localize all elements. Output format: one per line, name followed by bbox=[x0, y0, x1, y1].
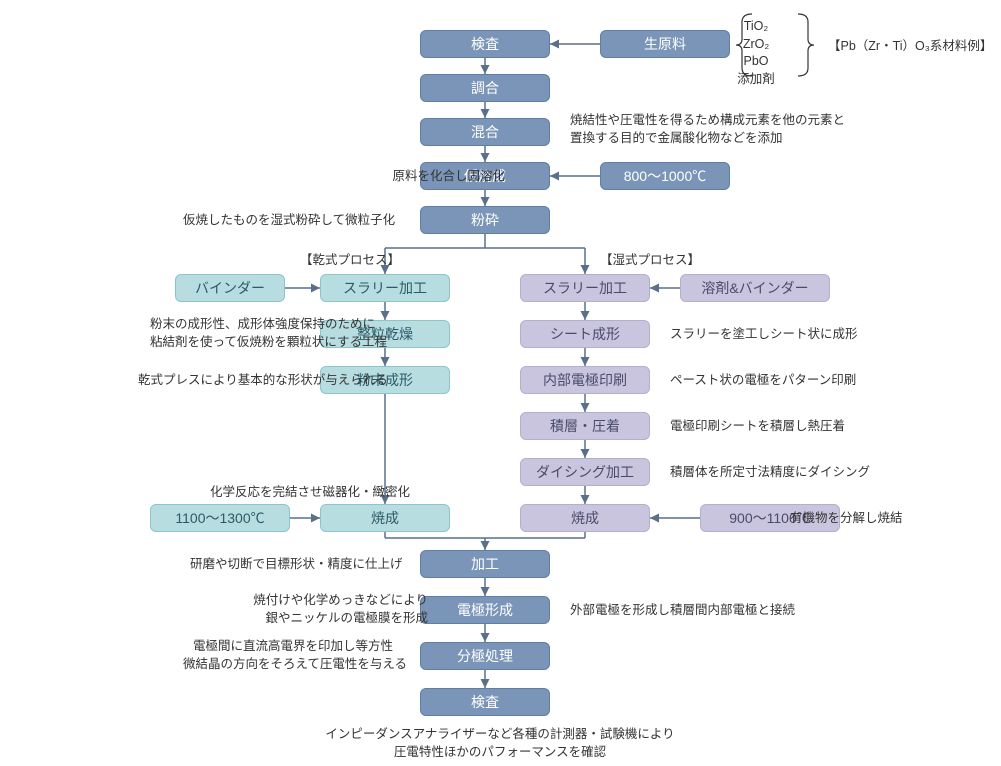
node-fire_wet: 焼成 bbox=[520, 504, 650, 532]
note-sheet_note: スラリーを塗工しシート状に成形 bbox=[670, 326, 858, 344]
note-fire_note_right: 有機物を分解し焼結 bbox=[790, 510, 903, 528]
node-inspect_top: 検査 bbox=[420, 30, 550, 58]
node-mix_adj: 調合 bbox=[420, 74, 550, 102]
note-poling_note: 電極間に直流高電界を印加し等方性微結晶の方向をそろえて圧電性を与える bbox=[183, 638, 393, 673]
node-solvent_binder: 溶剤&バインダー bbox=[680, 274, 830, 302]
note-granulate_note: 粉末の成形性、成形体強度保持のために粘結剤を使って仮焼粉を顆粒状にする工程 bbox=[150, 316, 360, 351]
node-grind: 粉砕 bbox=[420, 206, 550, 234]
note-electrode_note_r: 外部電極を形成し積層間内部電極と接続 bbox=[570, 602, 795, 620]
note-electrode_note_l: 焼付けや化学めっきなどにより銀やニッケルの電極膜を形成 bbox=[218, 592, 428, 627]
note-wet_header: 【湿式プロセス】 bbox=[600, 252, 700, 270]
node-slurry_dry: スラリー加工 bbox=[320, 274, 450, 302]
node-slurry_wet: スラリー加工 bbox=[520, 274, 650, 302]
node-calcine_temp: 800～1000℃ bbox=[600, 162, 730, 190]
note-powder_note: 乾式プレスにより基本的な形状が与えられる bbox=[138, 372, 348, 390]
node-inspect_bot: 検査 bbox=[420, 688, 550, 716]
note-materials_label: 【Pb（Zr・Ti）O₃系材料例】 bbox=[828, 38, 992, 56]
node-poling: 分極処理 bbox=[420, 642, 550, 670]
note-dry_header: 【乾式プロセス】 bbox=[300, 252, 400, 270]
note-machining_note: 研磨や切断で目標形状・精度に仕上げ bbox=[190, 556, 400, 574]
note-laminate_note: 電極印刷シートを積層し熱圧着 bbox=[670, 418, 845, 436]
note-blend_note: 焼結性や圧電性を得るため構成元素を他の元素と置換する目的で金属酸化物などを添加 bbox=[570, 112, 845, 147]
node-electrode_print: 内部電極印刷 bbox=[520, 366, 650, 394]
node-sheet_form: シート成形 bbox=[520, 320, 650, 348]
node-laminate: 積層・圧着 bbox=[520, 412, 650, 440]
note-bottom_note: インピーダンスアナライザーなど各種の計測器・試験機により圧電特性ほかのパフォーマ… bbox=[320, 726, 680, 761]
node-dicing: ダイシング加工 bbox=[520, 458, 650, 486]
note-grind_note: 仮焼したものを湿式粉砕して微粒子化 bbox=[183, 212, 393, 230]
node-machining: 加工 bbox=[420, 550, 550, 578]
note-fire_note_left: 化学反応を完結させ磁器化・緻密化 bbox=[200, 484, 410, 502]
note-print_note: ペースト状の電極をパターン印刷 bbox=[670, 372, 856, 390]
note-dicing_note: 積層体を所定寸法精度にダイシング bbox=[670, 464, 870, 482]
node-fire_dry_temp: 1100～1300℃ bbox=[150, 504, 290, 532]
node-electrode_form: 電極形成 bbox=[420, 596, 550, 624]
node-binder: バインダー bbox=[175, 274, 285, 302]
note-calcine_note: 原料を化合し固溶化 bbox=[295, 168, 505, 186]
node-fire_dry: 焼成 bbox=[320, 504, 450, 532]
node-blend: 混合 bbox=[420, 118, 550, 146]
